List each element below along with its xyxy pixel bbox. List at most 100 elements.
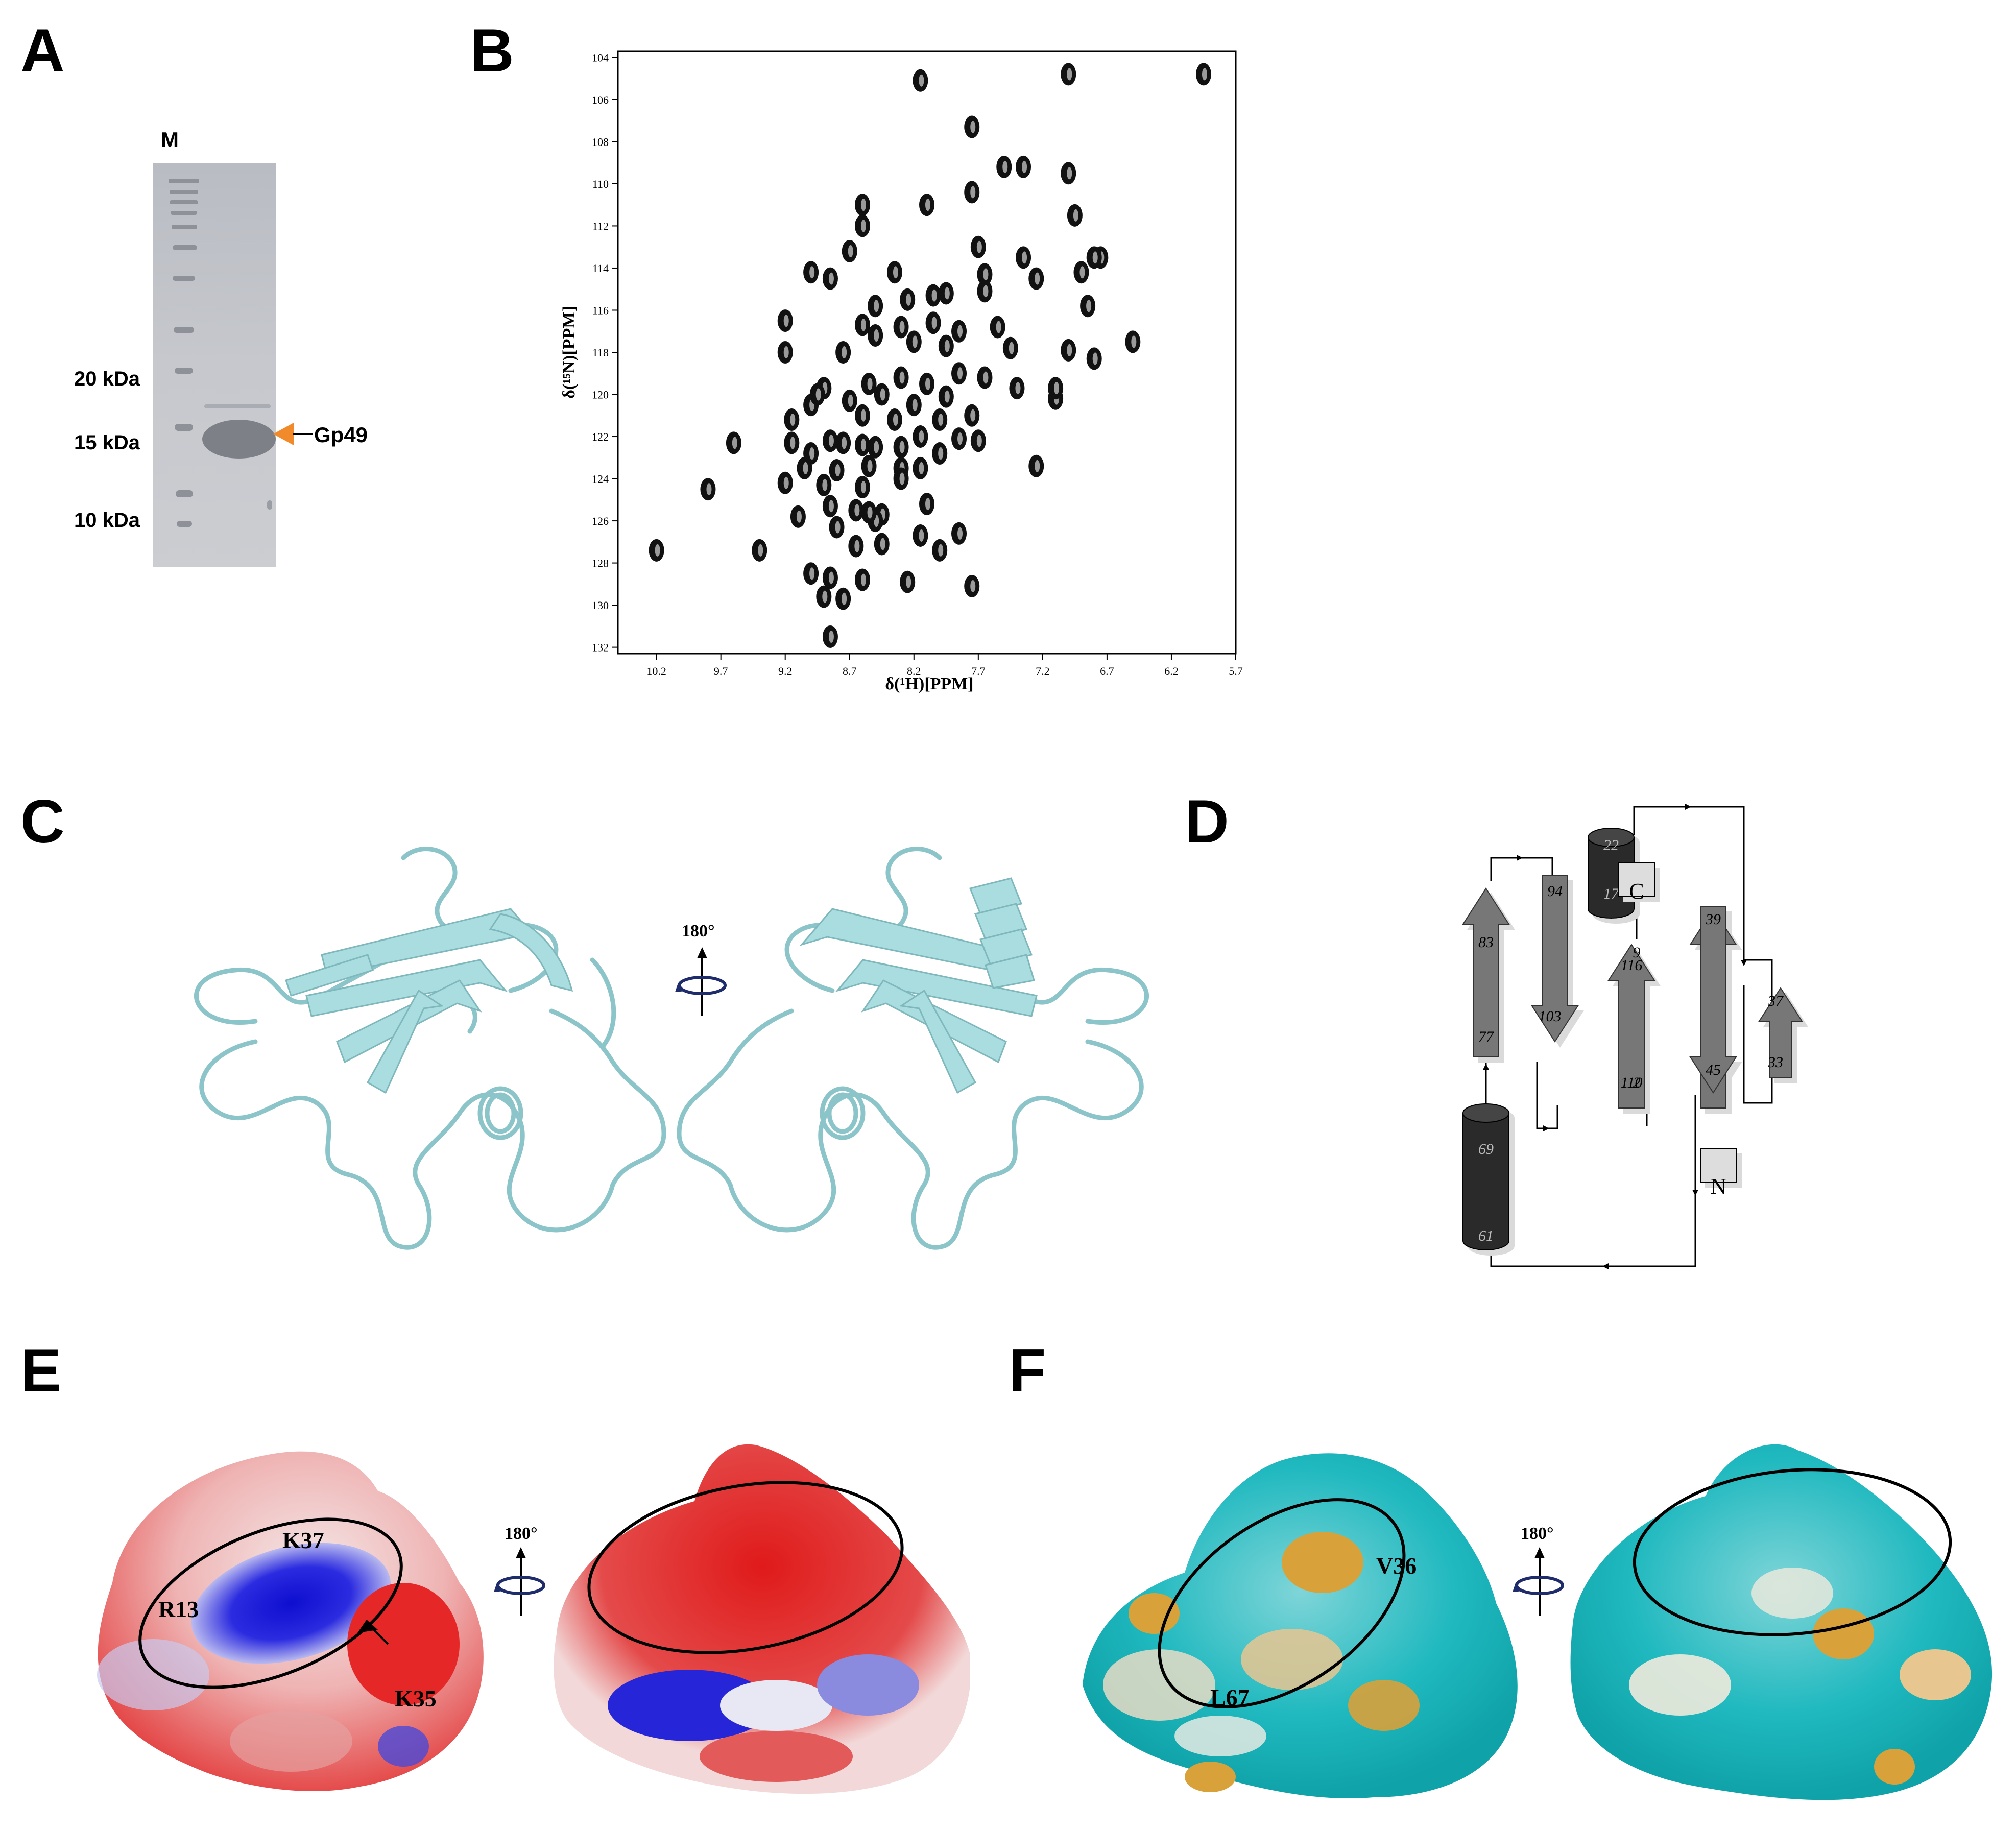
n-terminus-label: N (1710, 1174, 1726, 1199)
peak (919, 493, 934, 516)
peak (752, 539, 767, 562)
peak (777, 341, 793, 364)
peak (964, 181, 980, 204)
residue-label-l67: L67 (1210, 1684, 1250, 1710)
peak (835, 341, 851, 364)
peak (938, 334, 954, 357)
peak (829, 459, 845, 482)
residue-label-k37: K37 (282, 1527, 324, 1553)
gel-mw-15: 15 kDa (74, 431, 140, 454)
svg-text:77: 77 (1478, 1028, 1495, 1045)
strand-77-83 (1462, 887, 1510, 1057)
peak (835, 587, 851, 610)
y-tick-label: 108 (592, 135, 609, 148)
peak (848, 535, 864, 558)
peak (854, 404, 870, 427)
y-tick-label: 128 (592, 557, 609, 570)
rotation-icon (494, 1547, 545, 1616)
peak (925, 311, 941, 334)
cartoon-rotation-label: 180° (682, 922, 715, 941)
topology-labels: 83 77 94 103 116 110 9 2 39 45 37 33 22 … (1478, 837, 1784, 1244)
peak (700, 478, 716, 501)
peak (1048, 377, 1064, 400)
peak (861, 454, 877, 477)
peak (842, 239, 857, 262)
peak (932, 408, 948, 431)
peak (913, 69, 928, 92)
y-tick-label: 110 (592, 178, 609, 190)
peak (822, 495, 838, 518)
svg-text:45: 45 (1706, 1062, 1721, 1078)
y-tick-label: 132 (592, 641, 609, 654)
peak (913, 425, 928, 448)
peak (951, 522, 967, 545)
y-tick-label: 118 (592, 346, 609, 359)
peak (977, 366, 993, 389)
peak (854, 194, 870, 216)
peak (977, 263, 993, 286)
peak (893, 316, 909, 339)
peak (868, 295, 883, 318)
peak (816, 473, 832, 496)
peak (777, 309, 793, 332)
peak (874, 383, 890, 406)
peak (893, 366, 909, 389)
x-tick-label: 9.2 (778, 665, 793, 678)
svg-text:83: 83 (1478, 934, 1494, 951)
rotation-icon (675, 947, 727, 1016)
cartoon-left-sheets (285, 908, 573, 1094)
peak (1073, 261, 1089, 284)
peak (919, 372, 934, 395)
y-tick-label: 126 (592, 515, 609, 527)
peak (1195, 63, 1211, 86)
svg-text:22: 22 (1603, 837, 1619, 854)
cartoon-right-sheets (799, 877, 1038, 1094)
peak (913, 456, 928, 479)
peak (996, 155, 1012, 178)
y-tick-label: 116 (592, 304, 609, 317)
topology-strands (1462, 875, 1803, 1109)
x-tick-label: 8.2 (907, 665, 921, 678)
strand-39-45 (1689, 906, 1737, 1094)
residue-label-k35: K35 (395, 1685, 437, 1712)
peak (1086, 246, 1102, 269)
peak (886, 408, 902, 431)
peak (951, 320, 967, 343)
sds-page-gel (153, 163, 276, 567)
peak (868, 324, 883, 347)
peak (906, 330, 922, 353)
peak (925, 284, 941, 307)
x-axis-label: δ(¹H)[PPM] (885, 674, 973, 693)
peak (868, 436, 883, 459)
cartoon-right (677, 847, 1149, 1250)
panel-letter-c: C (20, 787, 65, 856)
strand-94-103 (1531, 875, 1579, 1043)
svg-text:2: 2 (1633, 1074, 1641, 1091)
peak (854, 314, 870, 336)
x-tick-label: 9.7 (714, 665, 728, 678)
peak (893, 467, 909, 490)
peak (848, 499, 864, 522)
peak (829, 516, 845, 539)
peak (790, 505, 806, 528)
panel-letter-a: A (20, 16, 65, 85)
peak (803, 261, 819, 284)
y-axis-label: δ(¹⁵N)[PPM] (560, 306, 579, 399)
peak (977, 280, 993, 303)
peak (1016, 155, 1031, 178)
peak (803, 562, 819, 585)
peak (784, 408, 800, 431)
peak-series (649, 63, 1211, 648)
gel-marker-label: M (161, 128, 179, 152)
peak (938, 385, 954, 408)
peak (1067, 204, 1083, 227)
svg-text:94: 94 (1547, 883, 1563, 900)
x-tick-label: 6.7 (1100, 665, 1114, 678)
panel-letter-f: F (1009, 1336, 1046, 1405)
peak (861, 372, 877, 395)
x-tick-label: 5.7 (1229, 665, 1243, 678)
hydrophobic-rotation-label: 180° (1521, 1524, 1554, 1543)
x-tick-label: 7.2 (1036, 665, 1050, 678)
gel-mw-10: 10 kDa (74, 509, 140, 532)
